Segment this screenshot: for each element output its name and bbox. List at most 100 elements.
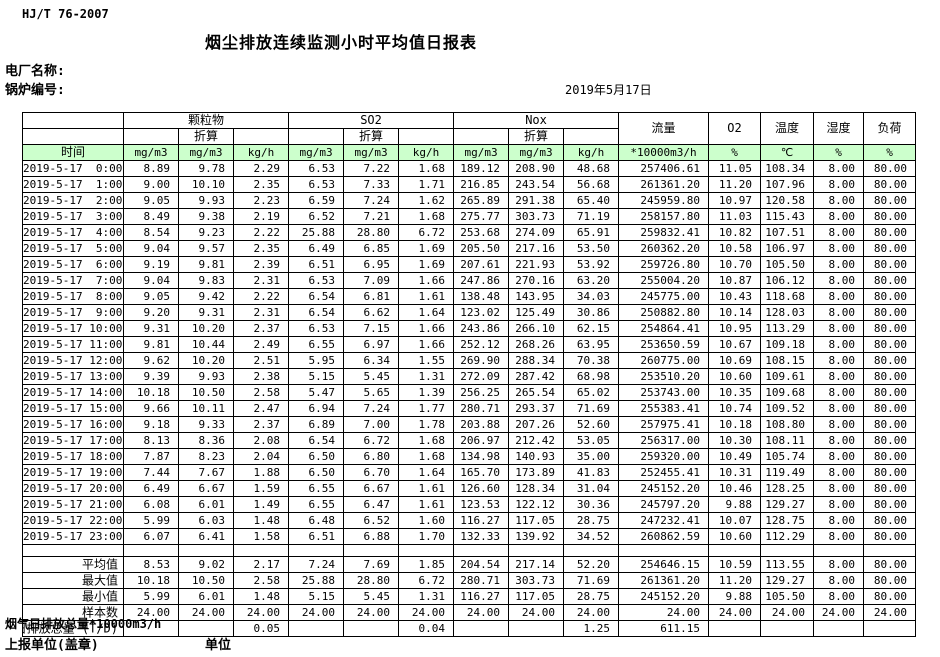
value-cell: 8.00: [813, 368, 865, 385]
value-cell: 5.47: [288, 384, 345, 401]
value-cell: 2.51: [232, 352, 290, 369]
group-header-pm: 颗粒物: [122, 112, 290, 129]
value-cell: 8.00: [813, 572, 865, 589]
value-cell: 6.62: [343, 304, 400, 321]
value-cell: 256.25: [453, 384, 510, 401]
value-cell: 128.03: [760, 304, 815, 321]
value-cell: 9.31: [123, 320, 179, 337]
value-cell: 80.00: [863, 448, 917, 465]
value-cell: 8.00: [813, 528, 865, 545]
value-cell: 139.92: [508, 528, 565, 545]
value-cell: 9.20: [123, 304, 179, 321]
value-cell: 303.73: [508, 572, 565, 589]
value-cell: 207.61: [453, 256, 510, 273]
table-row: 2019-5-17 22:00 5.99 6.03 1.48 6.48 6.52 1.60 1…: [22, 512, 917, 529]
value-cell: 128.75: [760, 512, 815, 529]
value-cell: 254646.15: [618, 556, 710, 573]
value-cell: [813, 620, 865, 637]
value-cell: 208.90: [508, 160, 565, 177]
value-cell: 6.53: [288, 176, 345, 193]
value-cell: 206.97: [453, 432, 510, 449]
value-cell: 25.88: [288, 224, 345, 241]
value-cell: 243.86: [453, 320, 510, 337]
flue-gas-total-label: 烟气日排放总量*10000m3/h: [5, 617, 162, 631]
value-cell: 212.42: [508, 432, 565, 449]
value-cell: 269.90: [453, 352, 510, 369]
summary-label: 最小值: [81, 589, 118, 603]
time-cell: 2019-5-17 16:00: [22, 416, 124, 433]
value-cell: 6.53: [288, 160, 345, 177]
value-cell: 53.50: [563, 240, 620, 257]
value-cell: 255383.41: [618, 400, 710, 417]
value-cell: 165.70: [453, 464, 510, 481]
value-cell: [453, 620, 510, 637]
value-cell: 265.89: [453, 192, 510, 209]
value-cell: 6.94: [288, 400, 345, 417]
value-cell: 257975.41: [618, 416, 710, 433]
value-cell: 245152.20: [618, 588, 710, 605]
value-cell: 9.23: [178, 224, 234, 241]
value-cell: 6.81: [343, 288, 400, 305]
unit-header: kg/h: [398, 144, 455, 161]
value-cell: 1.49: [232, 496, 290, 513]
value-cell: [288, 620, 345, 637]
value-cell: 1.78: [398, 416, 455, 433]
value-cell: 56.68: [563, 176, 620, 193]
value-cell: 7.44: [123, 464, 179, 481]
value-cell: 275.77: [453, 208, 510, 225]
value-cell: 65.91: [563, 224, 620, 241]
value-cell: 120.58: [760, 192, 815, 209]
value-cell: 10.95: [708, 320, 762, 337]
value-cell: 8.00: [813, 208, 865, 225]
value-cell: 1.64: [398, 464, 455, 481]
value-cell: 10.69: [708, 352, 762, 369]
value-cell: 5.45: [343, 368, 400, 385]
flow-header: 流量: [618, 112, 710, 145]
value-cell: 123.53: [453, 496, 510, 513]
table-row: 2019-5-17 7:00 9.04 9.83 2.31 6.53 7.09 1.66 24…: [22, 272, 917, 289]
value-cell: 6.01: [178, 496, 234, 513]
table-row: 2019-5-17 1:00 9.00 10.10 2.35 6.53 7.33 1.71 2…: [22, 176, 917, 193]
value-cell: 1.77: [398, 400, 455, 417]
value-cell: 8.00: [813, 588, 865, 605]
value-cell: 9.04: [123, 272, 179, 289]
table-row: 2019-5-17 18:00 7.87 8.23 2.04 6.50 6.80 1.68 1…: [22, 448, 917, 465]
value-cell: 7.87: [123, 448, 179, 465]
value-cell: 9.66: [123, 400, 179, 417]
value-cell: 1.48: [232, 512, 290, 529]
value-cell: 7.15: [343, 320, 400, 337]
value-cell: 115.43: [760, 208, 815, 225]
value-cell: 123.02: [453, 304, 510, 321]
value-cell: 8.00: [813, 304, 865, 321]
value-cell: 7.22: [343, 160, 400, 177]
blank-cell: [618, 544, 710, 557]
time-cell: 2019-5-17 22:00: [22, 512, 124, 529]
plant-name-label: 电厂名称:: [5, 64, 65, 79]
value-cell: 105.50: [760, 256, 815, 273]
value-cell: 53.05: [563, 432, 620, 449]
value-cell: 253510.20: [618, 368, 710, 385]
value-cell: 1.64: [398, 304, 455, 321]
value-cell: 1.69: [398, 256, 455, 273]
value-cell: 6.49: [288, 240, 345, 257]
value-cell: 5.99: [123, 512, 179, 529]
table-row: 2019-5-17 10:00 9.31 10.20 2.37 6.53 7.15 1.66…: [22, 320, 917, 337]
value-cell: 7.24: [343, 192, 400, 209]
value-cell: 216.85: [453, 176, 510, 193]
value-cell: 24.00: [453, 604, 510, 621]
value-cell: 24.00: [760, 604, 815, 621]
value-cell: 8.00: [813, 336, 865, 353]
value-cell: 8.00: [813, 224, 865, 241]
time-header: 时间: [22, 144, 124, 161]
blank-cell: [563, 128, 620, 145]
blank-cell: [123, 544, 179, 557]
value-cell: 5.15: [288, 368, 345, 385]
value-cell: 6.80: [343, 448, 400, 465]
value-cell: 10.18: [123, 384, 179, 401]
value-cell: 8.00: [813, 496, 865, 513]
value-cell: 1.69: [398, 240, 455, 257]
header-row-units: 时间 mg/m3 mg/m3 kg/h mg/m3 mg/m3 kg/h mg/…: [22, 144, 917, 161]
value-cell: 1.62: [398, 192, 455, 209]
value-cell: 80.00: [863, 588, 917, 605]
value-cell: 1.88: [232, 464, 290, 481]
